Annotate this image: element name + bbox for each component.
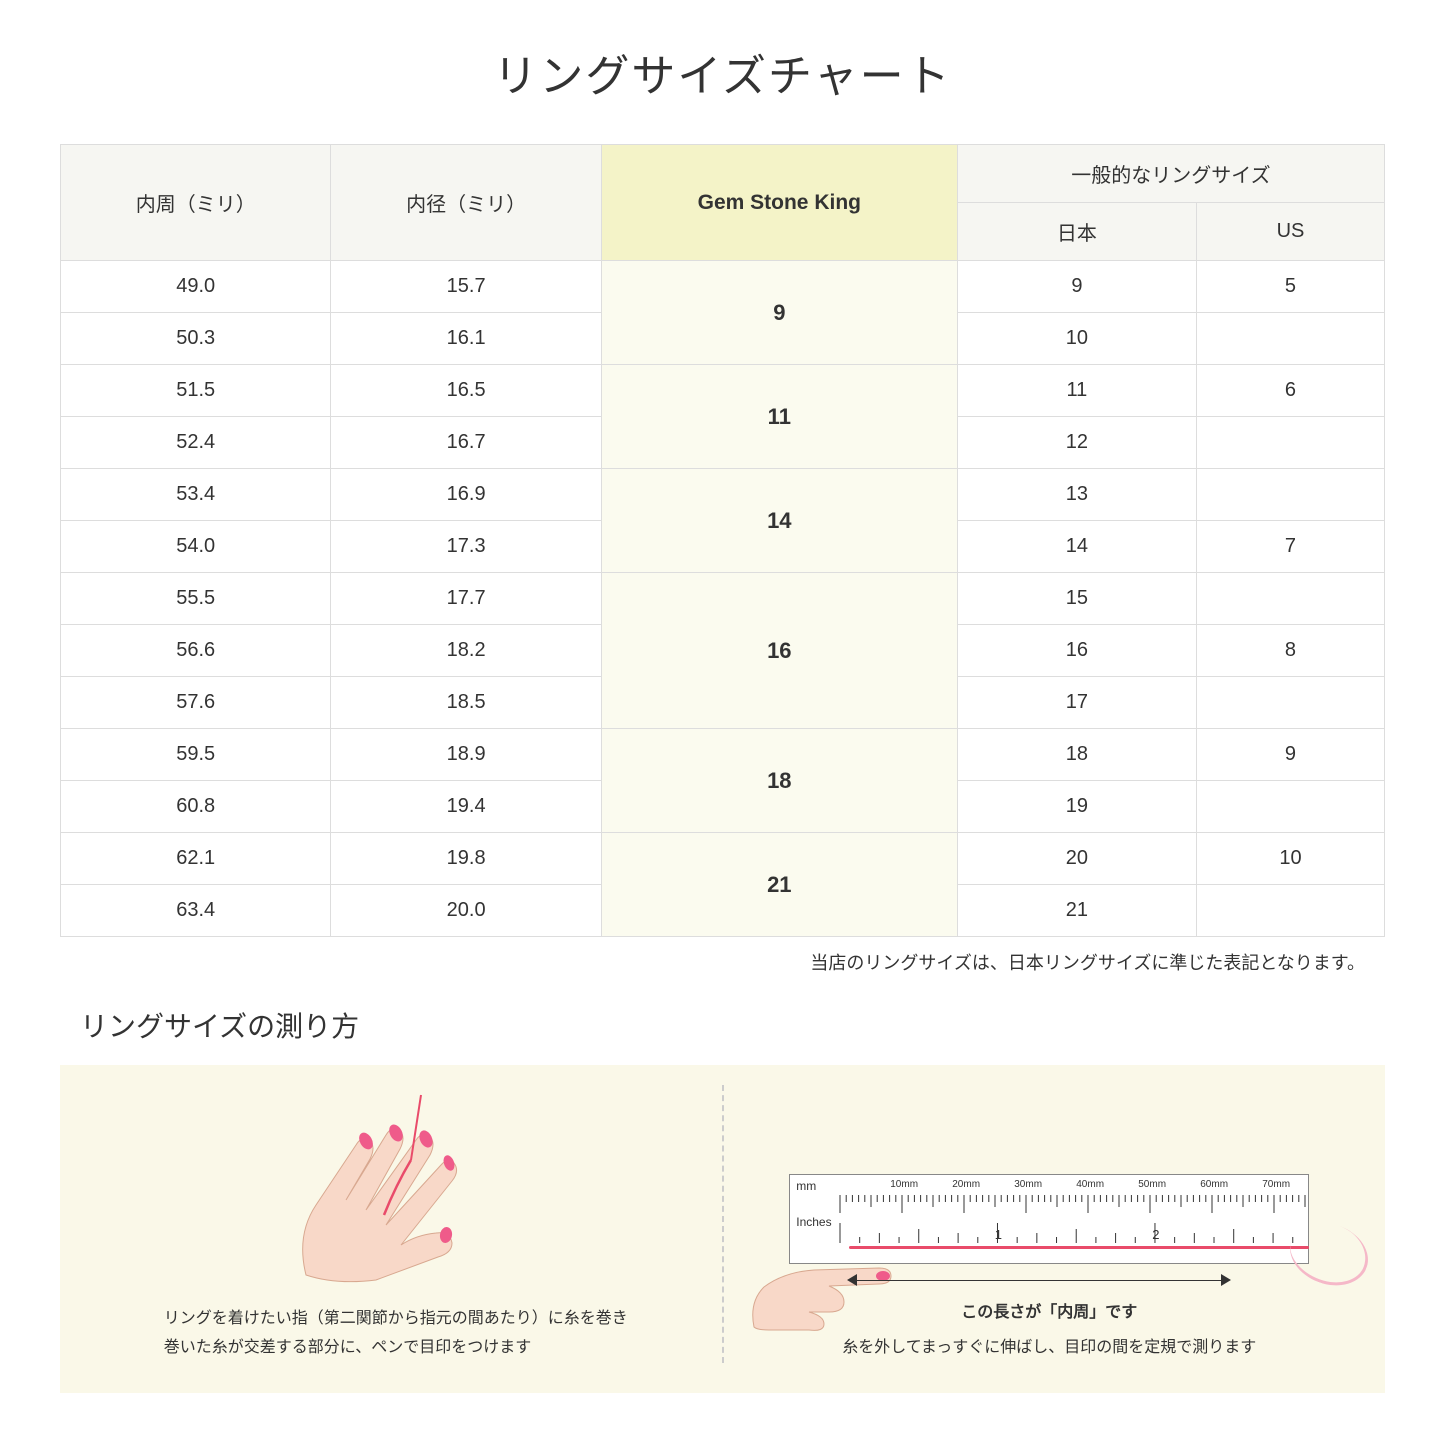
ruler-in-label: 2 (1152, 1227, 1159, 1242)
cell-gsk: 11 (601, 365, 957, 469)
cell-us: 8 (1196, 625, 1384, 677)
cell-diameter: 19.8 (331, 833, 601, 885)
cell-japan: 16 (957, 625, 1196, 677)
cell-diameter: 17.7 (331, 573, 601, 625)
cell-us: 5 (1196, 261, 1384, 313)
ruler-mm-label: 10mm (890, 1179, 918, 1190)
ruler-mm-label: 60mm (1200, 1179, 1228, 1190)
table-row: 62.119.8212010 (61, 833, 1385, 885)
cell-japan: 11 (957, 365, 1196, 417)
ruler-mm-label: 30mm (1014, 1179, 1042, 1190)
hand-with-thread-icon (266, 1085, 526, 1285)
cell-us (1196, 313, 1384, 365)
cell-diameter: 16.7 (331, 417, 601, 469)
howto-caption-2: 糸を外してまっすぐに伸ばし、目印の間を定規で測ります (842, 1334, 1256, 1363)
cell-gsk: 16 (601, 573, 957, 729)
cell-japan: 14 (957, 521, 1196, 573)
cell-us: 7 (1196, 521, 1384, 573)
cell-circumference: 49.0 (61, 261, 331, 313)
cell-japan: 13 (957, 469, 1196, 521)
ruler-mm-label: 50mm (1138, 1179, 1166, 1190)
cell-circumference: 59.5 (61, 729, 331, 781)
cell-japan: 15 (957, 573, 1196, 625)
cell-circumference: 52.4 (61, 417, 331, 469)
cell-us: 9 (1196, 729, 1384, 781)
table-note: 当店のリングサイズは、日本リングサイズに準じた表記となります。 (60, 949, 1385, 975)
cell-diameter: 18.9 (331, 729, 601, 781)
cell-circumference: 51.5 (61, 365, 331, 417)
howto-divider (722, 1085, 724, 1363)
cell-diameter: 16.9 (331, 469, 601, 521)
cell-us (1196, 885, 1384, 937)
cell-japan: 19 (957, 781, 1196, 833)
ruler-mm-label: 20mm (952, 1179, 980, 1190)
table-row: 51.516.511116 (61, 365, 1385, 417)
howto-panel: リングを着けたい指（第二関節から指元の間あたり）に糸を巻き 巻いた糸が交差する部… (60, 1065, 1385, 1393)
cell-us (1196, 573, 1384, 625)
cell-circumference: 62.1 (61, 833, 331, 885)
cell-diameter: 19.4 (331, 781, 601, 833)
cell-us (1196, 417, 1384, 469)
length-arrow (849, 1270, 1229, 1294)
howto-step-2: mm Inches 10mm20mm30mm40mm50mm60mm70mm 1… (744, 1085, 1356, 1363)
howto-step-1: リングを着けたい指（第二関節から指元の間あたり）に糸を巻き 巻いた糸が交差する部… (90, 1085, 702, 1363)
cell-circumference: 56.6 (61, 625, 331, 677)
cell-diameter: 18.5 (331, 677, 601, 729)
cell-circumference: 60.8 (61, 781, 331, 833)
cell-japan: 12 (957, 417, 1196, 469)
cell-gsk: 18 (601, 729, 957, 833)
cell-japan: 18 (957, 729, 1196, 781)
cell-us: 10 (1196, 833, 1384, 885)
cell-circumference: 55.5 (61, 573, 331, 625)
table-row: 49.015.7995 (61, 261, 1385, 313)
cell-circumference: 63.4 (61, 885, 331, 937)
cell-diameter: 16.5 (331, 365, 601, 417)
ruler-in-label: 1 (995, 1227, 1002, 1242)
th-circumference: 内周（ミリ） (61, 145, 331, 261)
cell-japan: 10 (957, 313, 1196, 365)
th-general: 一般的なリングサイズ (957, 145, 1384, 203)
cell-japan: 17 (957, 677, 1196, 729)
table-row: 55.517.71615 (61, 573, 1385, 625)
cell-circumference: 54.0 (61, 521, 331, 573)
table-row: 59.518.918189 (61, 729, 1385, 781)
ruler-mm-label: 40mm (1076, 1179, 1104, 1190)
howto-title: リングサイズの測り方 (60, 1005, 1385, 1045)
cell-gsk: 14 (601, 469, 957, 573)
cell-diameter: 17.3 (331, 521, 601, 573)
page-title: リングサイズチャート (60, 40, 1385, 104)
cell-japan: 20 (957, 833, 1196, 885)
cell-japan: 21 (957, 885, 1196, 937)
cell-diameter: 18.2 (331, 625, 601, 677)
th-gsk: Gem Stone King (601, 145, 957, 261)
ruler-mm-label: 70mm (1262, 1179, 1290, 1190)
howto-caption-1: リングを着けたい指（第二関節から指元の間あたり）に糸を巻き 巻いた糸が交差する部… (164, 1305, 628, 1363)
cell-circumference: 57.6 (61, 677, 331, 729)
cell-gsk: 21 (601, 833, 957, 937)
table-row: 53.416.91413 (61, 469, 1385, 521)
cell-diameter: 20.0 (331, 885, 601, 937)
cell-us (1196, 469, 1384, 521)
th-japan: 日本 (957, 203, 1196, 261)
thread-line (849, 1246, 1309, 1249)
cell-circumference: 53.4 (61, 469, 331, 521)
cell-diameter: 15.7 (331, 261, 601, 313)
cell-japan: 9 (957, 261, 1196, 313)
ruler-group: mm Inches 10mm20mm30mm40mm50mm60mm70mm 1… (789, 1174, 1309, 1322)
cell-gsk: 9 (601, 261, 957, 365)
ring-size-table: 内周（ミリ） 内径（ミリ） Gem Stone King 一般的なリングサイズ … (60, 144, 1385, 937)
cell-us: 6 (1196, 365, 1384, 417)
cell-circumference: 50.3 (61, 313, 331, 365)
cell-us (1196, 781, 1384, 833)
cell-us (1196, 677, 1384, 729)
th-us: US (1196, 203, 1384, 261)
cell-diameter: 16.1 (331, 313, 601, 365)
th-diameter: 内径（ミリ） (331, 145, 601, 261)
